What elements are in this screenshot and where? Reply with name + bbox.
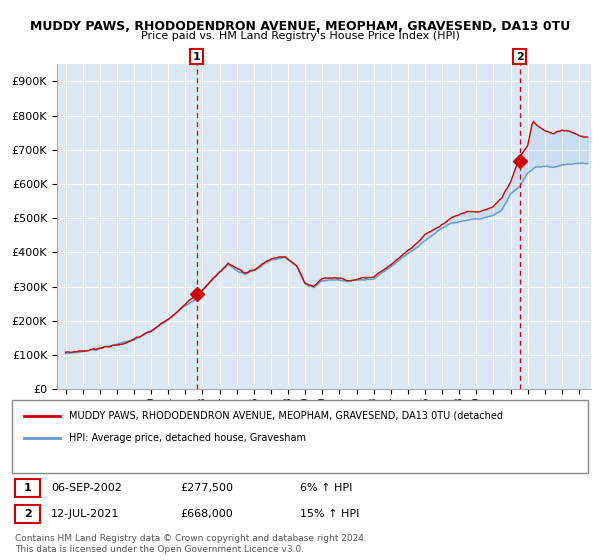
Text: £668,000: £668,000 <box>180 509 233 519</box>
Text: 6% ↑ HPI: 6% ↑ HPI <box>300 483 352 493</box>
Text: 15% ↑ HPI: 15% ↑ HPI <box>300 509 359 519</box>
Text: 1: 1 <box>193 52 201 62</box>
Text: 12-JUL-2021: 12-JUL-2021 <box>51 509 119 519</box>
Text: Contains HM Land Registry data © Crown copyright and database right 2024.: Contains HM Land Registry data © Crown c… <box>15 534 367 543</box>
Text: 06-SEP-2002: 06-SEP-2002 <box>51 483 122 493</box>
Text: 2: 2 <box>24 509 31 519</box>
Text: Price paid vs. HM Land Registry's House Price Index (HPI): Price paid vs. HM Land Registry's House … <box>140 31 460 41</box>
Text: MUDDY PAWS, RHODODENDRON AVENUE, MEOPHAM, GRAVESEND, DA13 0TU: MUDDY PAWS, RHODODENDRON AVENUE, MEOPHAM… <box>30 20 570 32</box>
Text: This data is licensed under the Open Government Licence v3.0.: This data is licensed under the Open Gov… <box>15 545 304 554</box>
Text: 2: 2 <box>516 52 524 62</box>
Text: MUDDY PAWS, RHODODENDRON AVENUE, MEOPHAM, GRAVESEND, DA13 0TU (detached: MUDDY PAWS, RHODODENDRON AVENUE, MEOPHAM… <box>69 410 503 421</box>
Text: £277,500: £277,500 <box>180 483 233 493</box>
Text: 1: 1 <box>24 483 31 493</box>
Text: HPI: Average price, detached house, Gravesham: HPI: Average price, detached house, Grav… <box>69 433 306 443</box>
